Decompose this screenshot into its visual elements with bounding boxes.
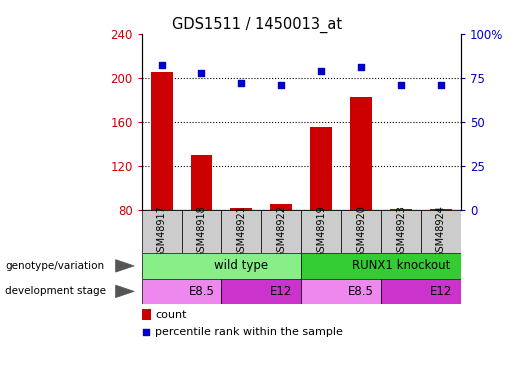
Bar — [191, 155, 213, 210]
Text: E8.5: E8.5 — [188, 285, 214, 298]
Point — [197, 69, 205, 75]
Point — [158, 63, 166, 69]
Text: RUNX1 knockout: RUNX1 knockout — [352, 260, 450, 272]
Text: GSM48923: GSM48923 — [396, 205, 406, 258]
Text: GSM48922: GSM48922 — [277, 205, 286, 258]
Bar — [221, 279, 301, 304]
Bar — [142, 253, 301, 279]
Text: GDS1511 / 1450013_at: GDS1511 / 1450013_at — [173, 17, 342, 33]
Point — [357, 64, 365, 70]
Text: GSM48924: GSM48924 — [436, 205, 446, 258]
Bar — [310, 128, 332, 210]
Point — [437, 82, 445, 88]
Point — [397, 82, 405, 88]
Text: E12: E12 — [270, 285, 293, 298]
Bar — [230, 208, 252, 210]
Bar — [381, 210, 421, 253]
Bar — [381, 279, 461, 304]
Bar — [341, 210, 381, 253]
Bar — [430, 209, 452, 210]
Bar — [150, 72, 173, 210]
Bar — [221, 210, 261, 253]
Text: wild type: wild type — [214, 260, 268, 272]
Polygon shape — [115, 260, 134, 272]
Bar — [390, 209, 412, 210]
Bar — [270, 204, 293, 210]
Text: E8.5: E8.5 — [348, 285, 374, 298]
Point — [277, 82, 285, 88]
Text: GSM48920: GSM48920 — [356, 205, 366, 258]
Bar — [301, 253, 461, 279]
Text: count: count — [155, 310, 186, 320]
Text: development stage: development stage — [5, 286, 106, 296]
Bar — [142, 309, 151, 320]
Text: genotype/variation: genotype/variation — [5, 261, 104, 271]
Bar — [142, 210, 181, 253]
Text: GSM48919: GSM48919 — [316, 205, 326, 258]
Bar — [182, 210, 221, 253]
Point — [142, 329, 150, 335]
Bar — [301, 210, 341, 253]
Text: percentile rank within the sample: percentile rank within the sample — [155, 327, 343, 338]
Point — [237, 80, 246, 86]
Text: GSM48921: GSM48921 — [236, 205, 246, 258]
Text: E12: E12 — [430, 285, 452, 298]
Bar — [421, 210, 461, 253]
Bar — [301, 279, 381, 304]
Point — [317, 68, 325, 74]
Text: GSM48918: GSM48918 — [197, 205, 207, 258]
Bar — [350, 96, 372, 210]
Polygon shape — [115, 285, 134, 298]
Text: GSM48917: GSM48917 — [157, 205, 166, 258]
Bar — [261, 210, 301, 253]
Bar — [142, 279, 221, 304]
